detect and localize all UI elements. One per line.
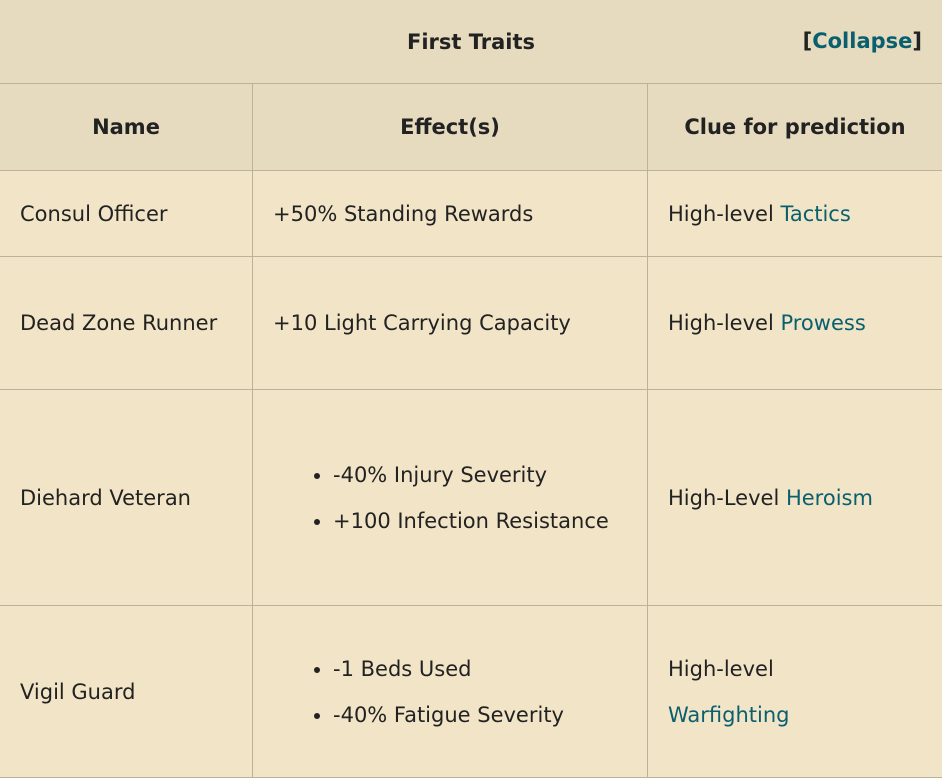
column-header-effects: Effect(s) xyxy=(253,84,648,171)
trait-name: Vigil Guard xyxy=(0,606,253,778)
trait-name: Dead Zone Runner xyxy=(0,257,253,390)
trait-clue: High-level Warfighting xyxy=(648,606,942,778)
trait-clue: High-Level Heroism xyxy=(648,390,942,606)
table-row: Diehard Veteran -40% Injury Severity +10… xyxy=(0,390,942,606)
collapse-link[interactable]: Collapse xyxy=(812,29,912,53)
column-header-name: Name xyxy=(0,84,253,171)
effect-item: +100 Infection Resistance xyxy=(333,498,627,544)
clue-link[interactable]: Prowess xyxy=(780,311,865,335)
table-row: Consul Officer +50% Standing Rewards Hig… xyxy=(0,171,942,257)
table-row: Vigil Guard -1 Beds Used -40% Fatigue Se… xyxy=(0,606,942,778)
trait-effect: +10 Light Carrying Capacity xyxy=(253,257,648,390)
trait-name: Consul Officer xyxy=(0,171,253,257)
trait-clue: High-level Tactics xyxy=(648,171,942,257)
clue-text: High-level xyxy=(668,657,774,681)
effect-item: -1 Beds Used xyxy=(333,646,627,692)
trait-effects: -1 Beds Used -40% Fatigue Severity xyxy=(253,606,648,778)
clue-link[interactable]: Tactics xyxy=(780,202,850,226)
table-row: Dead Zone Runner +10 Light Carrying Capa… xyxy=(0,257,942,390)
clue-link[interactable]: Warfighting xyxy=(668,703,790,727)
clue-text: High-level xyxy=(668,202,774,226)
column-header-clue: Clue for prediction xyxy=(648,84,942,171)
collapse-toggle: [Collapse] xyxy=(803,18,922,64)
clue-link[interactable]: Heroism xyxy=(786,486,873,510)
trait-clue: High-level Prowess xyxy=(648,257,942,390)
effect-item: -40% Injury Severity xyxy=(333,452,627,498)
trait-name: Diehard Veteran xyxy=(0,390,253,606)
clue-text: High-level xyxy=(668,311,774,335)
trait-effects: -40% Injury Severity +100 Infection Resi… xyxy=(253,390,648,606)
clue-text: High-Level xyxy=(668,486,779,510)
trait-effect: +50% Standing Rewards xyxy=(253,171,648,257)
table-title: First Traits xyxy=(407,30,535,54)
table-title-cell: First Traits [Collapse] xyxy=(0,0,942,84)
effect-item: -40% Fatigue Severity xyxy=(333,692,627,738)
